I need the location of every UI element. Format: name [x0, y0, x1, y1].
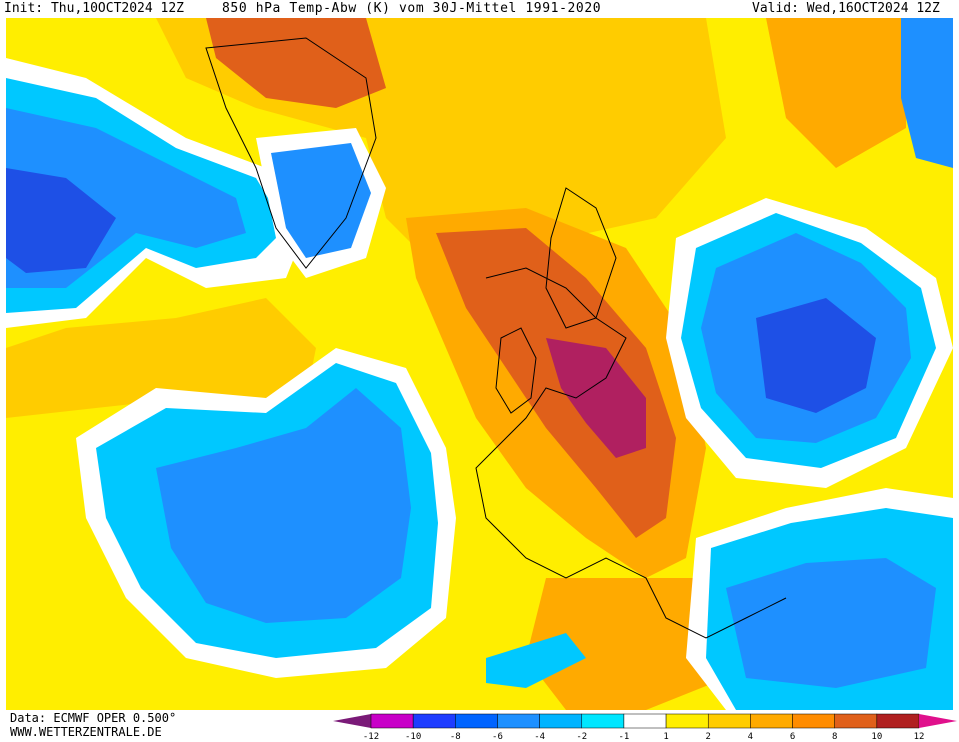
website: WWW.WETTERZENTRALE.DE: [10, 725, 162, 739]
legend-swatch: [412, 713, 456, 729]
legend-swatch: [539, 713, 583, 729]
anomaly-very-cold-russia: [756, 298, 876, 413]
init-time: Init: Thu,10OCT2024 12Z: [4, 1, 185, 16]
legend-tick-label: 2: [705, 732, 711, 742]
anomaly-very-hot-germany: [546, 338, 646, 458]
legend-tick-label: 10: [871, 732, 883, 742]
legend-tick-label: -1: [618, 732, 630, 742]
legend-tick-label: 12: [913, 732, 925, 742]
legend-swatch: [581, 713, 625, 729]
greenland-coast-hint: [205, 37, 377, 269]
anomaly-warm-atlantic: [6, 298, 316, 418]
valid-time: Valid: Wed,16OCT2024 12Z: [752, 1, 940, 16]
legend-tick-label: 8: [831, 732, 838, 742]
legend-swatch: [707, 713, 751, 729]
legend-tick-label: -2: [576, 732, 588, 742]
legend-swatch: [370, 713, 414, 729]
anomaly-cool-east-edge: [901, 18, 953, 168]
data-source: Data: ECMWF OPER 0.500°: [10, 711, 177, 725]
scandinavia-coast-hint: [545, 187, 617, 329]
legend-tick-label: -8: [449, 732, 461, 742]
legend-swatch: [497, 713, 540, 729]
color-legend: -12 -10 -8 -6 -4 -2 -1 1 2 4 6 8 10 12: [333, 712, 957, 742]
legend-arrow-high: [919, 714, 957, 728]
legend-swatch: [455, 713, 498, 729]
temperature-anomaly-map: [6, 18, 953, 710]
anomaly-hot-central-europe: [436, 228, 676, 538]
anomaly-cold-middle-east: [726, 558, 936, 688]
legend-color-bar: [333, 713, 957, 729]
legend-tick-label: 6: [789, 732, 796, 742]
anomaly-cold-atlantic: [156, 388, 411, 623]
legend-swatch: [876, 713, 920, 729]
anomaly-cold-greenland: [271, 143, 371, 258]
uk-coast-hint: [495, 327, 537, 414]
map-header: Init: Thu,10OCT2024 12Z 850 hPa Temp-Abw…: [0, 0, 959, 18]
legend-swatch: [792, 713, 835, 729]
legend-tick-label: -6: [492, 732, 503, 742]
legend-swatch: [834, 713, 878, 729]
coastline-hint: [475, 267, 787, 639]
legend-swatch: [623, 713, 667, 729]
legend-tick-label: -4: [534, 732, 546, 742]
legend-tick-label: 1: [663, 732, 669, 742]
legend-tick-label: 4: [747, 732, 754, 742]
map-title: 850 hPa Temp-Abw (K) vom 30J-Mittel 1991…: [222, 1, 602, 16]
anomaly-very-cold-canada: [6, 168, 116, 273]
legend-arrow-low: [333, 714, 371, 728]
legend-swatch: [665, 713, 709, 729]
anomaly-cool-mediterranean: [486, 633, 586, 688]
legend-swatch: [750, 713, 793, 729]
anomaly-warm-northeast: [766, 18, 906, 168]
legend-tick-label: -12: [362, 732, 380, 742]
legend-tick-label: -10: [405, 732, 422, 742]
anomaly-hot-greenland: [206, 18, 386, 108]
